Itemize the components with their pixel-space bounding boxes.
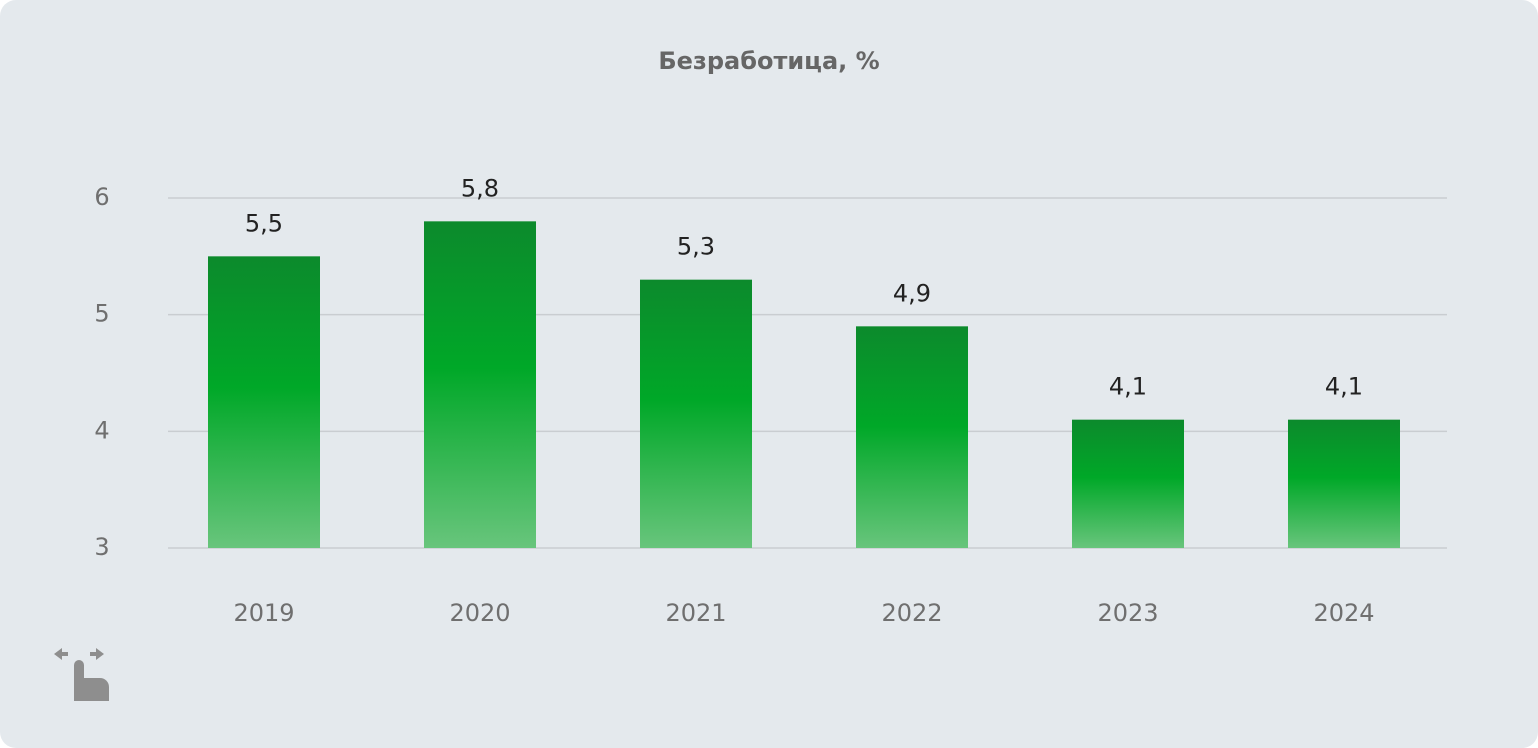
value-label: 5,5: [245, 209, 283, 237]
x-tick-label: 2024: [1313, 599, 1374, 627]
bar: [424, 221, 536, 549]
y-tick-label: 5: [94, 300, 109, 328]
x-tick-label: 2020: [449, 599, 510, 627]
y-tick-label: 6: [94, 183, 109, 211]
bar: [1072, 419, 1184, 548]
value-label: 4,1: [1109, 373, 1147, 401]
value-label: 4,9: [893, 279, 931, 307]
chart-title: Безработица, %: [658, 47, 879, 75]
y-tick-label: 3: [94, 533, 109, 561]
value-label: 4,1: [1325, 373, 1363, 401]
x-tick-label: 2021: [665, 599, 726, 627]
y-tick-label: 4: [94, 416, 109, 444]
x-tick-label: 2019: [233, 599, 294, 627]
bar: [640, 279, 752, 548]
swipe-icon: [54, 648, 109, 701]
bar: [856, 326, 968, 548]
bar: [1288, 419, 1400, 548]
x-tick-label: 2023: [1097, 599, 1158, 627]
x-tick-label: 2022: [881, 599, 942, 627]
value-label: 5,3: [677, 233, 715, 261]
bar: [208, 256, 320, 548]
value-label: 5,8: [461, 174, 499, 202]
